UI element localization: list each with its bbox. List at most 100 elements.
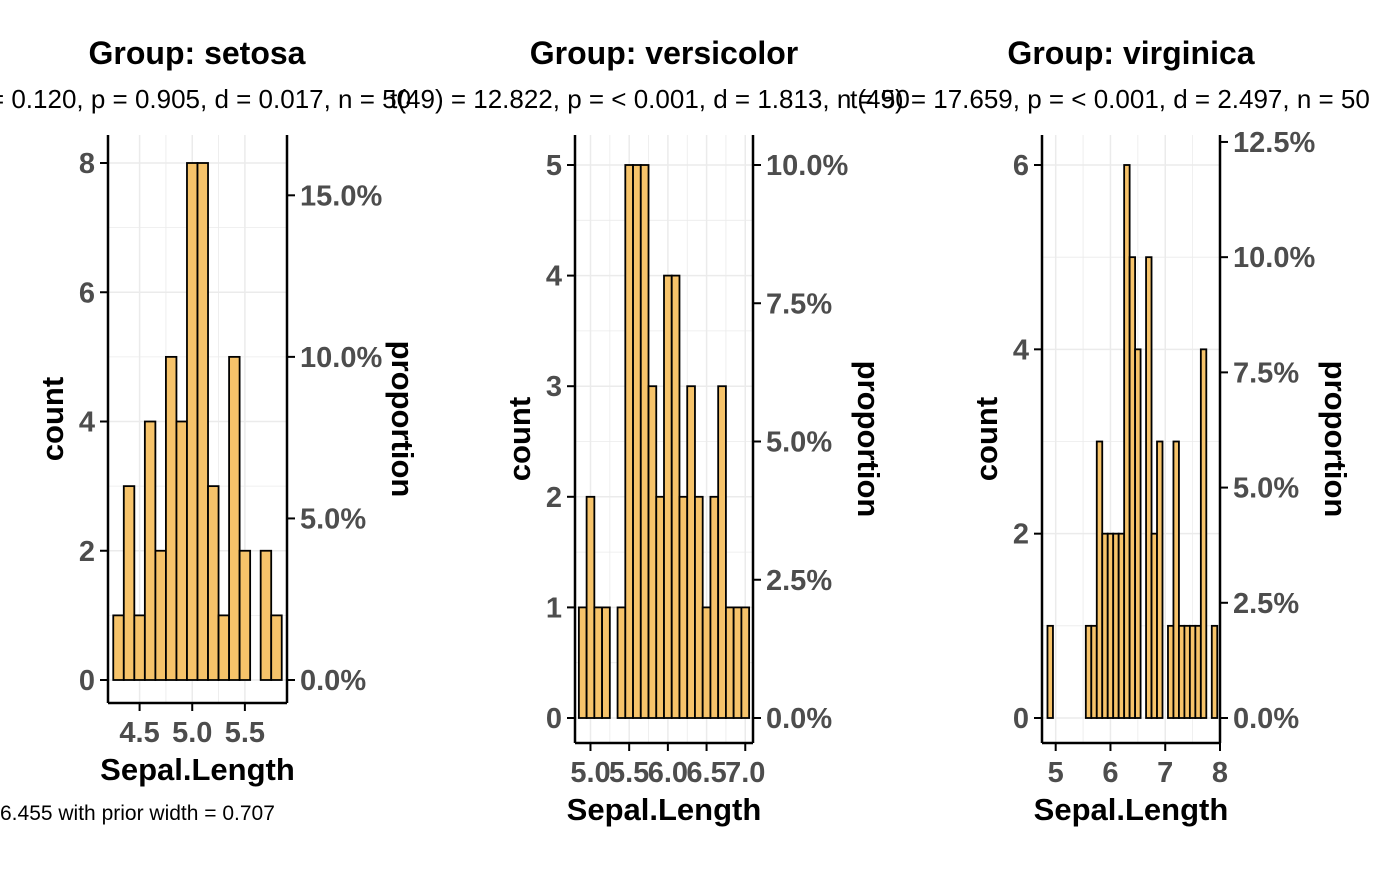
x-tick-label: 4.5 bbox=[119, 717, 159, 749]
y-tick-label: 4 bbox=[79, 407, 95, 439]
y2-tick-label: 7.5% bbox=[766, 288, 832, 320]
y2-tick-label: 5.0% bbox=[1233, 473, 1299, 505]
y-tick-label: 4 bbox=[546, 261, 562, 293]
x-tick-label: 5.5 bbox=[609, 757, 649, 789]
histogram-bar bbox=[133, 614, 146, 681]
histogram-bar bbox=[694, 495, 704, 719]
panel-subtitle: = 0.120, p = 0.905, d = 0.017, n = 50 bbox=[0, 84, 411, 114]
histogram-bar bbox=[678, 495, 689, 719]
y-tick-label: 1 bbox=[546, 592, 562, 624]
x-tick-label: 5.0 bbox=[570, 757, 610, 789]
y2-tick-label: 12.5% bbox=[1233, 127, 1315, 159]
chart-panel-3: 0 2 4 6 0.0% 2.5% 5.0% 7.5% 10.0% 12.5% 5 6 7 8Sepal.… bbox=[850, 35, 1370, 827]
histogram-bar bbox=[616, 606, 627, 719]
y2-tick-label: 5.0% bbox=[300, 503, 366, 535]
histogram-bar bbox=[154, 549, 167, 681]
x-axis-title: Sepal.Length bbox=[567, 792, 762, 827]
histogram-bar bbox=[709, 495, 720, 719]
x-axis-title: Sepal.Length bbox=[1034, 792, 1229, 827]
y2-axis-title: proportion bbox=[851, 361, 886, 518]
y-tick-label: 2 bbox=[79, 536, 95, 568]
y2-tick-label: 15.0% bbox=[300, 180, 382, 212]
y-tick-label: 0 bbox=[546, 703, 562, 735]
histogram-bar bbox=[122, 485, 136, 681]
panel-subtitle: t(49) = 12.822, p = < 0.001, d = 1.813, … bbox=[390, 84, 910, 114]
histogram-bar bbox=[1210, 624, 1219, 719]
histogram-bar bbox=[228, 355, 241, 681]
histogram-bar bbox=[732, 606, 743, 719]
histogram-bar bbox=[175, 420, 188, 681]
y2-tick-label: 0.0% bbox=[1233, 703, 1299, 735]
panel-title: Group: virginica bbox=[1007, 35, 1254, 71]
y-axis-title: count bbox=[502, 397, 537, 481]
histogram-bar bbox=[701, 606, 712, 719]
histogram-bar bbox=[740, 606, 751, 719]
y2-tick-label: 10.0% bbox=[766, 150, 848, 182]
histogram-bar bbox=[1145, 256, 1153, 719]
y2-tick-label: 2.5% bbox=[766, 565, 832, 597]
histogram-bar bbox=[585, 495, 596, 719]
panel-title: Group: versicolor bbox=[530, 35, 799, 71]
histogram-bar bbox=[1134, 348, 1142, 719]
histogram-bar bbox=[601, 606, 611, 719]
histogram-bar bbox=[639, 164, 650, 719]
x-tick-label: 6.5 bbox=[686, 757, 726, 789]
x-tick-label: 8 bbox=[1212, 757, 1228, 789]
histogram-bar bbox=[725, 606, 735, 719]
histogram-bar bbox=[270, 614, 283, 681]
y-tick-label: 0 bbox=[1013, 703, 1029, 735]
y2-axis-title: proportion bbox=[1318, 361, 1353, 518]
y-tick-label: 5 bbox=[546, 150, 562, 182]
x-tick-label: 5 bbox=[1048, 757, 1064, 789]
x-tick-label: 5.0 bbox=[172, 717, 212, 749]
histogram-bar bbox=[624, 164, 634, 719]
y-tick-label: 6 bbox=[1013, 150, 1029, 182]
y-tick-label: 3 bbox=[546, 371, 562, 403]
x-tick-label: 7.0 bbox=[725, 757, 765, 789]
y2-tick-label: 0.0% bbox=[766, 703, 832, 735]
panel-caption: 6.455 with prior width = 0.707 bbox=[0, 802, 275, 825]
histogram-bar bbox=[238, 549, 252, 681]
histogram-bar bbox=[593, 606, 603, 719]
x-tick-label: 5.5 bbox=[225, 717, 265, 749]
histogram-bar bbox=[186, 162, 199, 681]
y2-tick-label: 2.5% bbox=[1233, 588, 1299, 620]
y-axis-title: count bbox=[969, 397, 1004, 481]
histogram-bar bbox=[577, 606, 588, 719]
histogram-bar bbox=[143, 420, 157, 681]
panel-title: Group: setosa bbox=[89, 35, 306, 71]
histogram-bar bbox=[647, 385, 658, 719]
histogram-bar bbox=[112, 614, 125, 681]
chart-panel-2: 0 1 2 3 4 5 0.0% 2.5% 5.0% 7.5% 10.0% 5.05.56.06.57… bbox=[390, 35, 910, 827]
histogram-bar bbox=[217, 614, 230, 681]
histogram-bar bbox=[663, 274, 673, 719]
y-tick-label: 2 bbox=[1013, 519, 1029, 551]
histogram-bar bbox=[655, 495, 665, 719]
y2-tick-label: 7.5% bbox=[1233, 357, 1299, 389]
y-tick-label: 4 bbox=[1013, 334, 1029, 366]
y-axis-title: count bbox=[35, 377, 70, 461]
panel-subtitle: t(49) = 17.659, p = < 0.001, d = 2.497, … bbox=[850, 84, 1370, 114]
histogram-bar bbox=[259, 549, 273, 681]
x-tick-label: 6 bbox=[1102, 757, 1118, 789]
histogram-bar bbox=[686, 385, 696, 719]
histogram-bar bbox=[165, 355, 178, 681]
x-tick-label: 7 bbox=[1157, 757, 1173, 789]
y-tick-label: 8 bbox=[79, 148, 95, 180]
histogram-bar bbox=[670, 274, 681, 719]
y2-tick-label: 0.0% bbox=[300, 665, 366, 697]
chart-panel-1: 0 2 4 6 8 0.0% 5.0% 10.0% 15.0% 4.5 5.0 5.5Sepal.Le… bbox=[0, 35, 420, 825]
histogram-bar bbox=[1046, 624, 1054, 719]
x-axis-title: Sepal.Length bbox=[100, 752, 295, 787]
y2-tick-label: 10.0% bbox=[1233, 242, 1315, 274]
y-tick-label: 0 bbox=[79, 665, 95, 697]
y-tick-label: 6 bbox=[79, 277, 95, 309]
y2-tick-label: 10.0% bbox=[300, 342, 382, 374]
histogram-bar bbox=[207, 485, 220, 681]
x-tick-label: 6.0 bbox=[648, 757, 688, 789]
y2-tick-label: 5.0% bbox=[766, 427, 832, 459]
histogram-bar bbox=[1199, 348, 1208, 719]
histogram-bar bbox=[196, 162, 209, 681]
